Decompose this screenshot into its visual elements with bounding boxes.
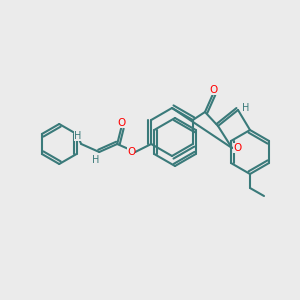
Text: H: H (74, 131, 81, 141)
Text: O: O (127, 147, 135, 157)
Text: H: H (92, 155, 99, 165)
Text: O: O (117, 118, 125, 128)
Text: O: O (233, 143, 241, 153)
Text: O: O (209, 85, 217, 95)
Text: H: H (242, 103, 250, 113)
